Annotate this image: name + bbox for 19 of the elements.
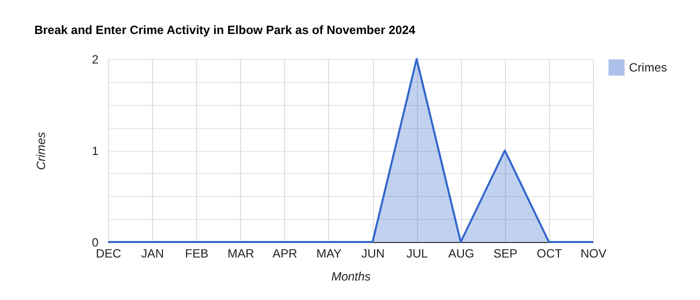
- x-tick-label: JUL: [406, 246, 428, 260]
- x-tick-label: FEB: [185, 246, 208, 260]
- x-tick-label: AUG: [448, 246, 474, 260]
- x-axis-title: Months: [331, 270, 371, 284]
- y-tick-label: 1: [92, 144, 99, 158]
- x-tick-label: APR: [272, 246, 298, 260]
- legend-label: Crimes: [629, 60, 667, 74]
- y-axis-title: Crimes: [34, 132, 48, 170]
- x-tick-label: SEP: [493, 246, 518, 260]
- x-tick-label: JUN: [361, 246, 385, 260]
- x-tick-label: NOV: [580, 246, 607, 260]
- x-tick-label: OCT: [536, 246, 563, 260]
- y-tick-label: 0: [92, 236, 99, 250]
- x-tick-label: DEC: [96, 246, 122, 260]
- x-tick-label: JAN: [141, 246, 164, 260]
- y-tick-label: 2: [92, 52, 99, 66]
- x-tick-label: MAR: [227, 246, 254, 260]
- chart-title: Break and Enter Crime Activity in Elbow Park as of November 2024: [34, 23, 416, 37]
- x-tick-label: MAY: [316, 246, 342, 260]
